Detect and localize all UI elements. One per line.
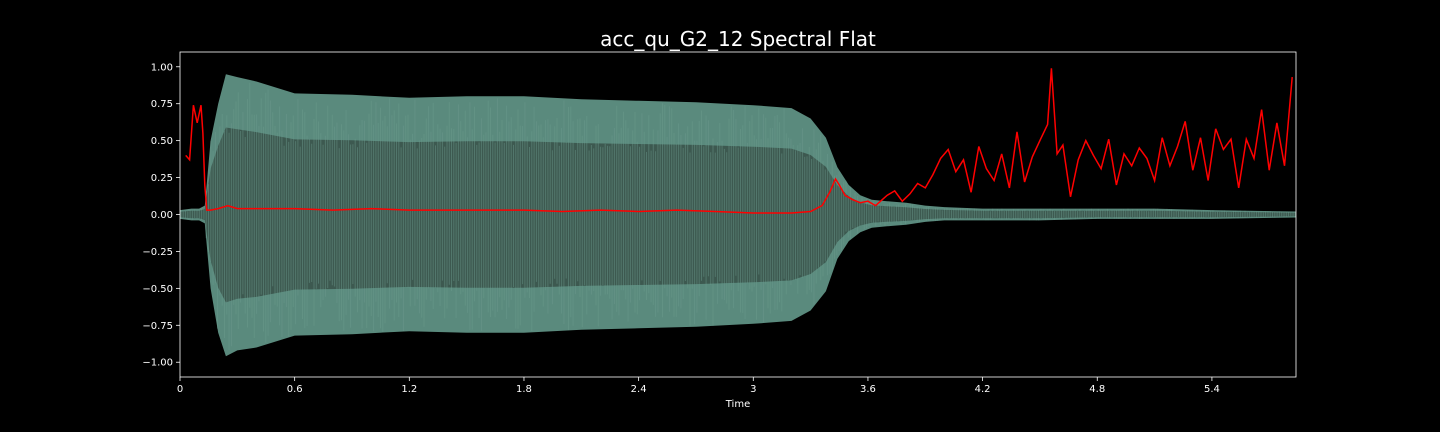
- y-tick-label: 0.50: [151, 136, 173, 147]
- x-tick-label: 4.8: [1089, 384, 1105, 395]
- x-tick-label: 0.6: [287, 384, 303, 395]
- spectral-flatness-line: [185, 68, 1293, 214]
- y-tick-label: 1.00: [151, 62, 173, 73]
- y-tick-label: −0.25: [142, 247, 173, 258]
- x-tick-label: 1.2: [401, 384, 417, 395]
- x-tick-label: 3: [750, 384, 756, 395]
- waveform-spikes: [180, 82, 1296, 350]
- x-tick-label: 1.8: [516, 384, 532, 395]
- y-tick-label: −1.00: [142, 358, 173, 369]
- x-axis-label: Time: [725, 399, 750, 410]
- waveform-layer: [180, 74, 1296, 357]
- plot-area: [180, 68, 1296, 357]
- x-tick-label: 3.6: [860, 384, 876, 395]
- x-axis: 0 0.6 1.2 1.8 2.4 3 3.6 4.2 4.8 5.4: [177, 377, 1220, 395]
- y-tick-label: −0.75: [142, 321, 173, 332]
- x-tick-label: 5.4: [1204, 384, 1220, 395]
- y-tick-label: 0.00: [151, 210, 173, 221]
- x-tick-label: 0: [177, 384, 183, 395]
- x-tick-label: 2.4: [631, 384, 647, 395]
- y-tick-label: 0.75: [151, 99, 173, 110]
- chart-title: acc_qu_G2_12 Spectral Flat: [600, 27, 876, 51]
- waveform-inner-body: [180, 127, 1296, 303]
- y-tick-label: 0.25: [151, 173, 173, 184]
- y-axis: 1.00 0.75 0.50 0.25 0.00 −0.25 −0.50 −0.75 −1.00: [142, 62, 180, 369]
- y-tick-label: −0.50: [142, 284, 173, 295]
- x-tick-label: 4.2: [975, 384, 991, 395]
